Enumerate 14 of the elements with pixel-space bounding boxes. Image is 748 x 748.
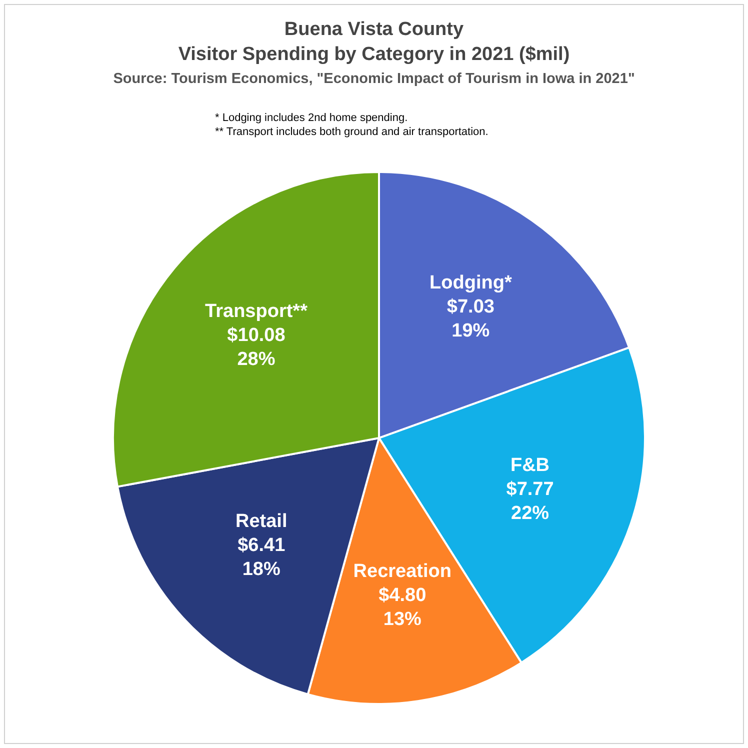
slice-label: F&B — [510, 454, 550, 476]
chart-subtitle: Source: Tourism Economics, "Economic Impact of Tourism in Iowa in 2021" — [112, 71, 636, 87]
chart-title: Buena Vista County Visitor Spending by Category in 2021 ($mil) — [177, 18, 571, 67]
slice-label: Recreation — [353, 561, 452, 582]
text: * Lodging includes 2nd home spending. — [215, 111, 409, 125]
slice-label: Lodging* — [430, 272, 512, 294]
text: ** Transport includes both ground and air transportation. — [215, 125, 490, 139]
slice-label: Retail — [235, 511, 288, 532]
data-label: $4.80 13% — [378, 585, 426, 630]
data-label: $10.08 28% — [227, 325, 286, 370]
data-label: $7.03 19% — [446, 296, 494, 342]
data-label: $7.77 22% — [506, 478, 554, 524]
data-label: $6.41 18% — [238, 535, 286, 580]
slice-label: Transport** — [205, 301, 308, 322]
